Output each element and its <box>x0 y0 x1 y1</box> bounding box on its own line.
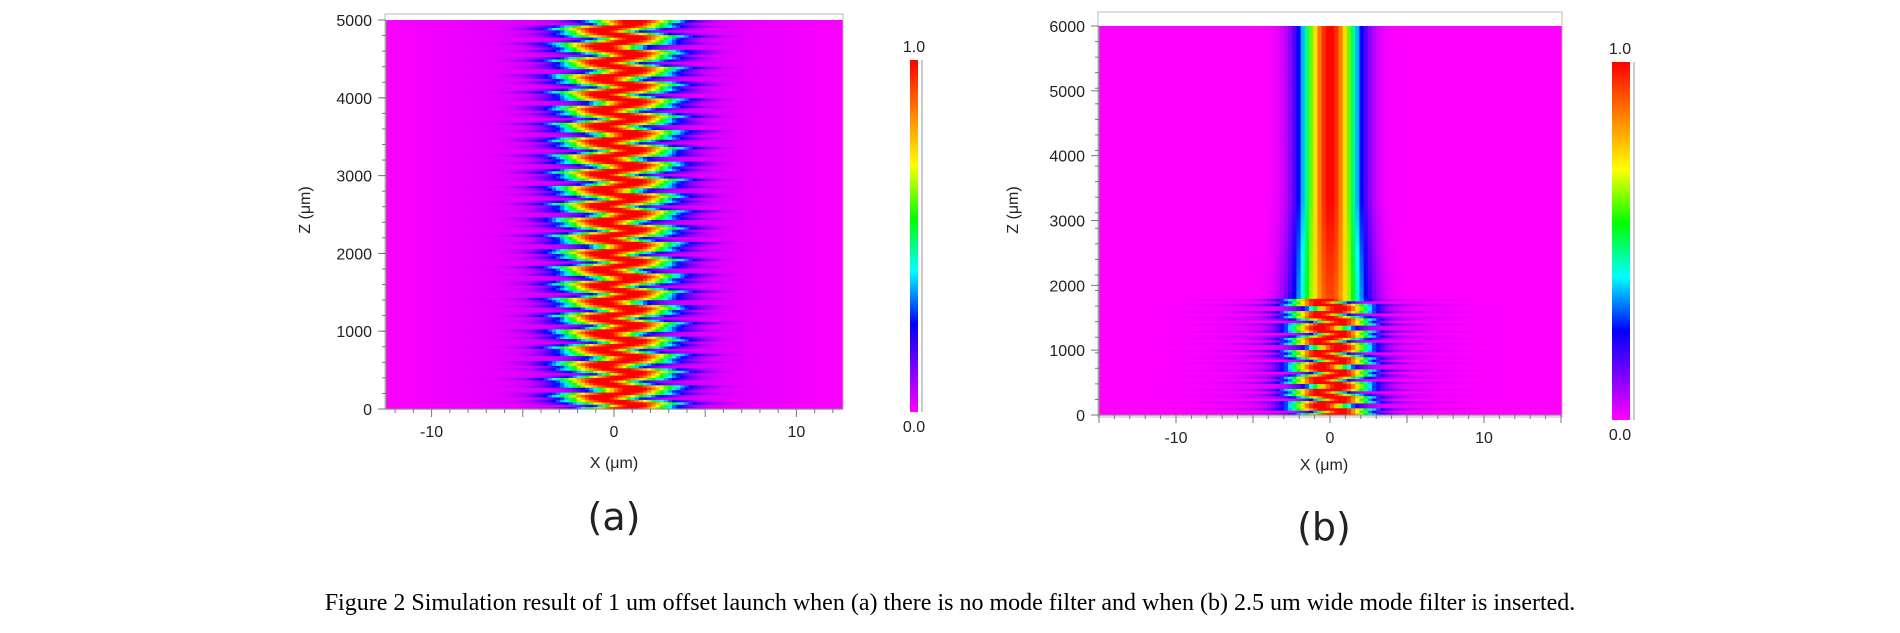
y-tick-label: 5000 <box>1049 84 1085 101</box>
colorbar-min-label-a: 0.0 <box>903 419 925 436</box>
colorbar-max-label-b: 1.0 <box>1609 41 1631 58</box>
panel-b: -10 0 10 0 1000 2000 3000 4000 5000 6000 X (μm) Z… <box>1005 12 1634 549</box>
y-tick-label: 1000 <box>1049 343 1085 360</box>
x-axis-label-a: X (μm) <box>590 455 638 472</box>
x-tick-label: 0 <box>610 424 619 441</box>
y-tick-label: 4000 <box>336 91 372 108</box>
colorbar-a <box>910 60 918 412</box>
x-tick-label: 10 <box>788 424 806 441</box>
x-tick-label: 0 <box>1326 430 1335 447</box>
panel-a: -10 0 10 0 1000 2000 3000 4000 5000 X (μm) Z (μm… <box>297 13 925 539</box>
y-tick-label: 1000 <box>336 324 372 341</box>
x-tick-label: -10 <box>420 424 443 441</box>
y-tick-label: 0 <box>1076 408 1085 425</box>
figure-caption: Figure 2 Simulation result of 1 um offse… <box>325 590 1576 616</box>
y-axis-label-a: Z (μm) <box>297 186 314 233</box>
colorbar-min-label-b: 0.0 <box>1609 427 1631 444</box>
y-tick-label: 2000 <box>336 246 372 263</box>
y-tick-label: 5000 <box>336 13 372 30</box>
x-tick-label: -10 <box>1164 430 1187 447</box>
y-axis-label-b: Z (μm) <box>1005 186 1022 233</box>
colorbar-b <box>1612 62 1630 420</box>
panel-label-b: (b) <box>1297 505 1351 549</box>
y-tick-label: 4000 <box>1049 149 1085 166</box>
heatmap-b <box>1099 26 1562 416</box>
y-tick-label: 0 <box>363 402 372 419</box>
y-tick-label: 3000 <box>336 169 372 186</box>
colorbar-max-label-a: 1.0 <box>903 39 925 56</box>
x-tick-label: 10 <box>1475 430 1493 447</box>
y-tick-label: 6000 <box>1049 19 1085 36</box>
x-axis-label-b: X (μm) <box>1300 457 1348 474</box>
heatmap-a <box>386 20 843 410</box>
y-tick-label: 2000 <box>1049 278 1085 295</box>
panel-label-a: (a) <box>588 495 641 539</box>
y-tick-label: 3000 <box>1049 214 1085 231</box>
